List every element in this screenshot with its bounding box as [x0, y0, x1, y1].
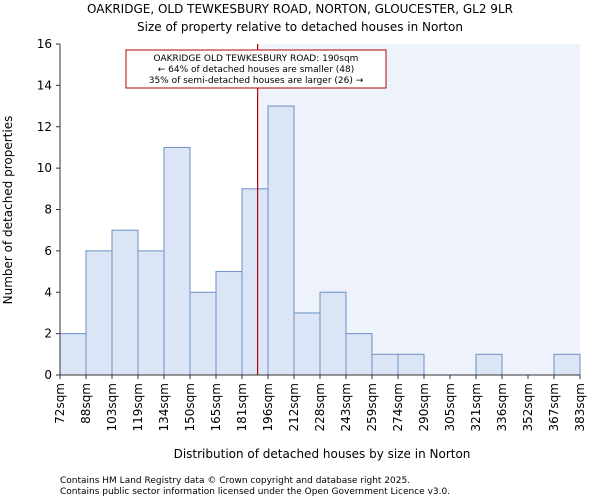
annotation-line-3: 35% of semi-detached houses are larger (…: [149, 76, 364, 86]
bar-72sqm: [59, 333, 87, 376]
x-tick-label: 259sqm: [365, 383, 379, 431]
x-tick-label: 196sqm: [261, 383, 275, 431]
x-tick-label: 88sqm: [79, 383, 93, 424]
x-tick-label: 321sqm: [469, 383, 483, 431]
bar-181sqm: [241, 188, 269, 376]
y-axis-label: Number of detached properties: [1, 116, 15, 305]
x-tick-label: 383sqm: [573, 383, 587, 431]
y-tick-label: 2: [44, 327, 52, 341]
x-tick-label: 367sqm: [547, 383, 561, 431]
x-tick-label: 305sqm: [443, 383, 457, 431]
footer-line-1: Contains HM Land Registry data © Crown c…: [60, 476, 410, 486]
y-tick-label: 4: [44, 285, 52, 299]
bar-243sqm: [345, 333, 373, 376]
x-tick-label: 336sqm: [495, 383, 509, 431]
y-tick-label: 16: [37, 37, 52, 51]
chart-title: OAKRIDGE, OLD TEWKESBURY ROAD, NORTON, G…: [87, 2, 513, 16]
bar-196sqm: [267, 105, 295, 376]
annotation-border: [125, 49, 387, 89]
bar-259sqm: [371, 353, 399, 376]
x-axis-label: Distribution of detached houses by size …: [174, 447, 471, 461]
y-tick-label: 0: [44, 368, 52, 382]
bar-103sqm: [111, 229, 139, 376]
bar-228sqm: [319, 291, 347, 376]
bar-88sqm: [85, 250, 113, 376]
bar-134sqm: [163, 146, 191, 376]
x-tick-label: 150sqm: [183, 383, 197, 431]
bar-274sqm: [397, 353, 425, 376]
x-tick-label: 103sqm: [105, 383, 119, 431]
x-tick-label: 228sqm: [313, 383, 327, 431]
y-tick-label: 6: [44, 244, 52, 258]
y-tick-label: 12: [37, 120, 52, 134]
x-tick-label: 181sqm: [235, 383, 249, 431]
x-tick-label: 290sqm: [417, 383, 431, 431]
chart-subtitle: Size of property relative to detached ho…: [137, 20, 463, 34]
annotation-box: OAKRIDGE OLD TEWKESBURY ROAD: 190sqm ← 6…: [125, 49, 387, 89]
bar-367sqm: [553, 353, 581, 376]
x-tick-label: 72sqm: [53, 383, 67, 424]
bar-212sqm: [293, 312, 321, 376]
footer-line-2: Contains public sector information licen…: [60, 487, 450, 497]
bar-119sqm: [137, 250, 165, 376]
x-tick-label: 134sqm: [157, 383, 171, 431]
bar-321sqm: [475, 353, 503, 376]
x-tick-label: 243sqm: [339, 383, 353, 431]
y-tick-label: 14: [37, 78, 52, 92]
bar-150sqm: [189, 291, 217, 376]
x-tick-label: 165sqm: [209, 383, 223, 431]
annotation-line-2: ← 64% of detached houses are smaller (48…: [158, 65, 355, 75]
bar-165sqm: [215, 271, 243, 376]
y-tick-label: 8: [44, 203, 52, 217]
y-tick-label: 10: [37, 161, 52, 175]
annotation-line-1: OAKRIDGE OLD TEWKESBURY ROAD: 190sqm: [154, 54, 359, 64]
x-tick-label: 274sqm: [391, 383, 405, 431]
x-tick-label: 212sqm: [287, 383, 301, 431]
x-tick-label: 119sqm: [131, 383, 145, 431]
x-tick-label: 352sqm: [521, 383, 535, 431]
